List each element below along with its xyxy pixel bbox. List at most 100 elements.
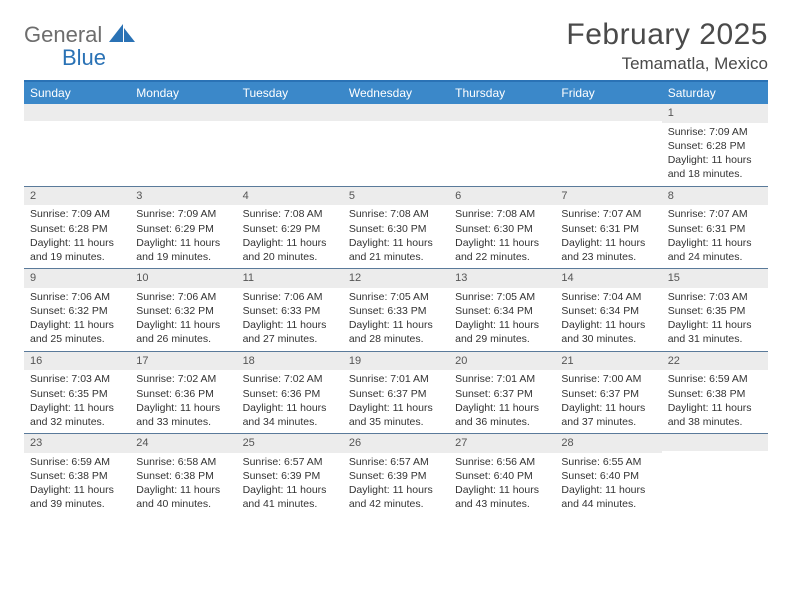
day-info: Sunrise: 7:00 AMSunset: 6:37 PMDaylight:… [555, 370, 661, 433]
daylight-text: Daylight: 11 hours and 36 minutes. [455, 401, 549, 429]
day-info: Sunrise: 7:08 AMSunset: 6:29 PMDaylight:… [237, 205, 343, 268]
daylight-text: Daylight: 11 hours and 34 minutes. [243, 401, 337, 429]
day-header-row: Sunday Monday Tuesday Wednesday Thursday… [24, 82, 768, 104]
sunrise-text: Sunrise: 7:07 AM [668, 207, 762, 221]
daylight-text: Daylight: 11 hours and 27 minutes. [243, 318, 337, 346]
day-info: Sunrise: 6:58 AMSunset: 6:38 PMDaylight:… [130, 453, 236, 516]
day-info: Sunrise: 6:57 AMSunset: 6:39 PMDaylight:… [343, 453, 449, 516]
daylight-text: Daylight: 11 hours and 38 minutes. [668, 401, 762, 429]
day-cell: 8Sunrise: 7:07 AMSunset: 6:31 PMDaylight… [662, 187, 768, 269]
day-info: Sunrise: 6:56 AMSunset: 6:40 PMDaylight:… [449, 453, 555, 516]
daylight-text: Daylight: 11 hours and 25 minutes. [30, 318, 124, 346]
day-number: 22 [662, 352, 768, 371]
sunset-text: Sunset: 6:37 PM [561, 387, 655, 401]
day-cell: 12Sunrise: 7:05 AMSunset: 6:33 PMDayligh… [343, 269, 449, 351]
daylight-text: Daylight: 11 hours and 32 minutes. [30, 401, 124, 429]
day-number: 11 [237, 269, 343, 288]
sunrise-text: Sunrise: 7:06 AM [30, 290, 124, 304]
day-info: Sunrise: 7:05 AMSunset: 6:33 PMDaylight:… [343, 288, 449, 351]
day-number: 27 [449, 434, 555, 453]
daylight-text: Daylight: 11 hours and 22 minutes. [455, 236, 549, 264]
day-cell [662, 434, 768, 516]
day-number: 26 [343, 434, 449, 453]
day-cell: 18Sunrise: 7:02 AMSunset: 6:36 PMDayligh… [237, 352, 343, 434]
sunset-text: Sunset: 6:36 PM [136, 387, 230, 401]
week-row: 2Sunrise: 7:09 AMSunset: 6:28 PMDaylight… [24, 187, 768, 270]
day-info: Sunrise: 7:01 AMSunset: 6:37 PMDaylight:… [449, 370, 555, 433]
day-number: 7 [555, 187, 661, 206]
sunrise-text: Sunrise: 7:08 AM [455, 207, 549, 221]
sunset-text: Sunset: 6:28 PM [30, 222, 124, 236]
day-cell: 9Sunrise: 7:06 AMSunset: 6:32 PMDaylight… [24, 269, 130, 351]
sunrise-text: Sunrise: 6:56 AM [455, 455, 549, 469]
day-header: Sunday [24, 82, 130, 104]
day-number: 20 [449, 352, 555, 371]
logo-text-wrap: General Blue [24, 24, 137, 70]
sunrise-text: Sunrise: 6:57 AM [349, 455, 443, 469]
day-header: Saturday [662, 82, 768, 104]
week-row: 16Sunrise: 7:03 AMSunset: 6:35 PMDayligh… [24, 352, 768, 435]
day-number: 5 [343, 187, 449, 206]
sunrise-text: Sunrise: 7:08 AM [243, 207, 337, 221]
day-cell: 3Sunrise: 7:09 AMSunset: 6:29 PMDaylight… [130, 187, 236, 269]
day-info: Sunrise: 6:59 AMSunset: 6:38 PMDaylight:… [662, 370, 768, 433]
daylight-text: Daylight: 11 hours and 26 minutes. [136, 318, 230, 346]
sunset-text: Sunset: 6:37 PM [349, 387, 443, 401]
day-number [343, 104, 449, 121]
daylight-text: Daylight: 11 hours and 30 minutes. [561, 318, 655, 346]
sunrise-text: Sunrise: 7:06 AM [243, 290, 337, 304]
day-number: 12 [343, 269, 449, 288]
day-info: Sunrise: 7:05 AMSunset: 6:34 PMDaylight:… [449, 288, 555, 351]
day-cell: 19Sunrise: 7:01 AMSunset: 6:37 PMDayligh… [343, 352, 449, 434]
day-cell: 27Sunrise: 6:56 AMSunset: 6:40 PMDayligh… [449, 434, 555, 516]
sunrise-text: Sunrise: 7:01 AM [349, 372, 443, 386]
day-cell: 21Sunrise: 7:00 AMSunset: 6:37 PMDayligh… [555, 352, 661, 434]
daylight-text: Daylight: 11 hours and 40 minutes. [136, 483, 230, 511]
day-cell [343, 104, 449, 186]
day-cell: 6Sunrise: 7:08 AMSunset: 6:30 PMDaylight… [449, 187, 555, 269]
daylight-text: Daylight: 11 hours and 20 minutes. [243, 236, 337, 264]
day-info: Sunrise: 7:08 AMSunset: 6:30 PMDaylight:… [449, 205, 555, 268]
day-cell: 5Sunrise: 7:08 AMSunset: 6:30 PMDaylight… [343, 187, 449, 269]
day-info: Sunrise: 7:09 AMSunset: 6:28 PMDaylight:… [662, 123, 768, 186]
day-info: Sunrise: 7:06 AMSunset: 6:32 PMDaylight:… [24, 288, 130, 351]
day-cell: 14Sunrise: 7:04 AMSunset: 6:34 PMDayligh… [555, 269, 661, 351]
day-info: Sunrise: 7:03 AMSunset: 6:35 PMDaylight:… [662, 288, 768, 351]
day-cell: 4Sunrise: 7:08 AMSunset: 6:29 PMDaylight… [237, 187, 343, 269]
logo-sail-icon [109, 29, 137, 46]
day-number: 8 [662, 187, 768, 206]
week-row: 23Sunrise: 6:59 AMSunset: 6:38 PMDayligh… [24, 434, 768, 516]
day-cell: 26Sunrise: 6:57 AMSunset: 6:39 PMDayligh… [343, 434, 449, 516]
day-header: Friday [555, 82, 661, 104]
day-info: Sunrise: 7:08 AMSunset: 6:30 PMDaylight:… [343, 205, 449, 268]
day-cell: 16Sunrise: 7:03 AMSunset: 6:35 PMDayligh… [24, 352, 130, 434]
week-row: 1Sunrise: 7:09 AMSunset: 6:28 PMDaylight… [24, 104, 768, 187]
day-cell [555, 104, 661, 186]
day-number: 16 [24, 352, 130, 371]
day-number: 15 [662, 269, 768, 288]
day-number [555, 104, 661, 121]
day-info: Sunrise: 6:57 AMSunset: 6:39 PMDaylight:… [237, 453, 343, 516]
day-number [237, 104, 343, 121]
sunrise-text: Sunrise: 7:02 AM [243, 372, 337, 386]
day-header: Tuesday [237, 82, 343, 104]
day-cell [237, 104, 343, 186]
location-text: Temamatla, Mexico [566, 54, 768, 74]
sunset-text: Sunset: 6:38 PM [136, 469, 230, 483]
daylight-text: Daylight: 11 hours and 42 minutes. [349, 483, 443, 511]
day-cell: 24Sunrise: 6:58 AMSunset: 6:38 PMDayligh… [130, 434, 236, 516]
day-cell: 17Sunrise: 7:02 AMSunset: 6:36 PMDayligh… [130, 352, 236, 434]
day-info: Sunrise: 7:02 AMSunset: 6:36 PMDaylight:… [237, 370, 343, 433]
day-number: 18 [237, 352, 343, 371]
title-block: February 2025 Temamatla, Mexico [566, 18, 768, 74]
week-row: 9Sunrise: 7:06 AMSunset: 6:32 PMDaylight… [24, 269, 768, 352]
daylight-text: Daylight: 11 hours and 39 minutes. [30, 483, 124, 511]
day-cell: 2Sunrise: 7:09 AMSunset: 6:28 PMDaylight… [24, 187, 130, 269]
day-cell [130, 104, 236, 186]
day-number: 19 [343, 352, 449, 371]
day-number: 10 [130, 269, 236, 288]
day-number: 28 [555, 434, 661, 453]
daylight-text: Daylight: 11 hours and 31 minutes. [668, 318, 762, 346]
sunrise-text: Sunrise: 6:55 AM [561, 455, 655, 469]
day-info: Sunrise: 7:03 AMSunset: 6:35 PMDaylight:… [24, 370, 130, 433]
